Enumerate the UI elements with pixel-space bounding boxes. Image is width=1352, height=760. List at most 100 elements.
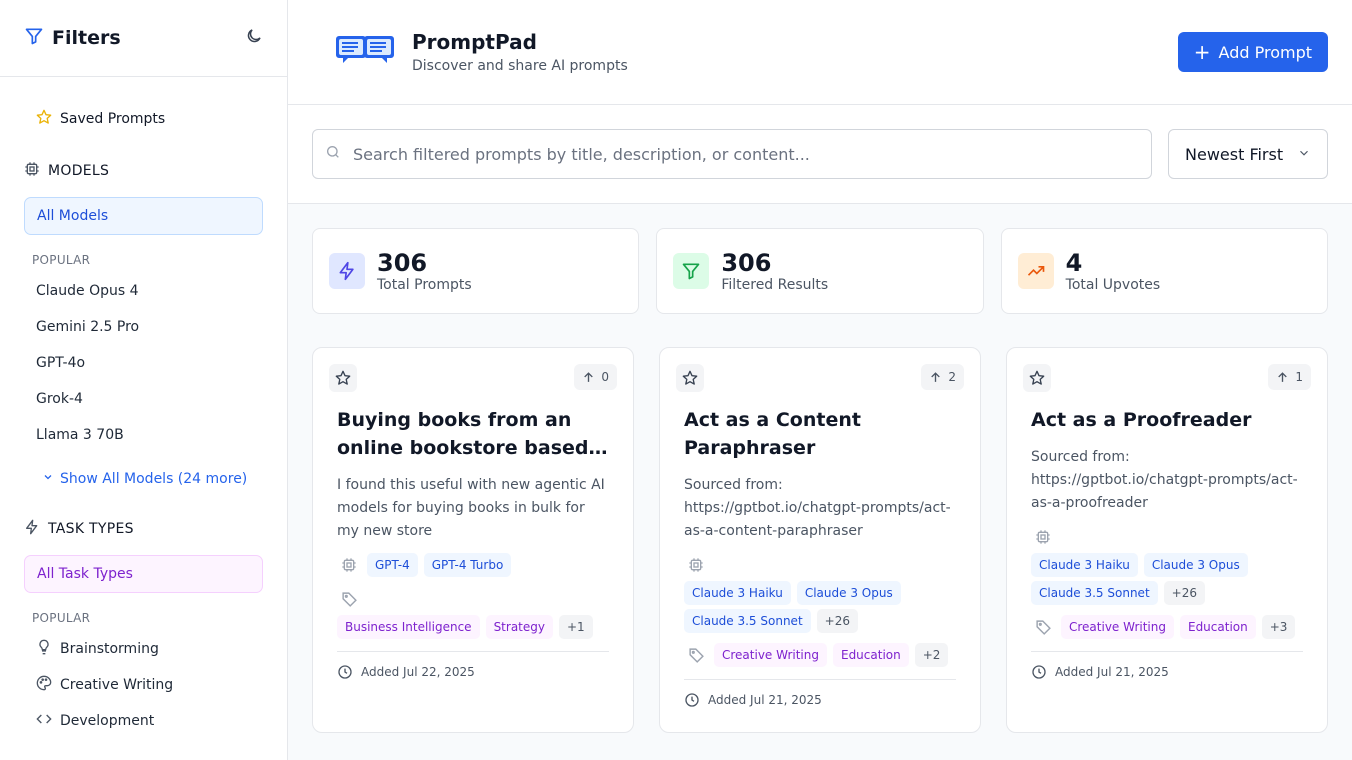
model-chip: Claude 3.5 Sonnet	[684, 609, 811, 633]
stat-value: 306	[721, 249, 772, 277]
upvote-button[interactable]: 0	[574, 364, 617, 390]
task-types-heading-label: TASK TYPES	[48, 521, 134, 537]
code-icon	[36, 711, 52, 731]
tag-chip: Creative Writing	[1061, 615, 1174, 639]
prompt-description: I found this useful with new agentic AI …	[337, 477, 605, 539]
search-field[interactable]	[312, 129, 1152, 179]
chat-bubbles-logo-icon	[336, 32, 394, 72]
model-chip: Claude 3 Haiku	[684, 581, 791, 605]
all-models-option[interactable]: All Models	[24, 197, 263, 235]
arrow-up-icon	[929, 371, 942, 384]
stat-total-upvotes: 4 Total Upvotes	[1000, 228, 1328, 314]
chevron-down-icon	[42, 471, 54, 487]
model-item[interactable]: Grok-4	[36, 391, 83, 407]
clock-icon	[684, 692, 700, 708]
models-heading-label: MODELS	[48, 163, 110, 179]
model-chip: Claude 3 Opus	[1143, 553, 1248, 577]
stat-label: Total Prompts	[377, 277, 472, 293]
upvote-count: 1	[1295, 370, 1303, 384]
app-header: PromptPad Discover and share AI prompts …	[288, 0, 1352, 105]
added-date: Added Jul 21, 2025	[1055, 664, 1169, 679]
tag-chip: Business Intelligence	[337, 615, 480, 639]
model-item[interactable]: Llama 3 70B	[36, 427, 124, 443]
prompt-title: Buying books from an online bookstore ba…	[337, 409, 589, 459]
save-star-icon[interactable]	[329, 364, 357, 392]
popular-tasks-label: POPULAR	[32, 611, 91, 625]
search-icon	[325, 144, 341, 164]
plus-icon: +	[1193, 40, 1211, 64]
add-prompt-button[interactable]: + Add Prompt	[1177, 32, 1328, 72]
stat-label: Filtered Results	[721, 277, 829, 293]
model-chip: GPT-4 Turbo	[423, 553, 512, 577]
stats-row: 306 Total Prompts 306 Filtered Results 4 To…	[288, 204, 1352, 314]
prompt-card[interactable]: 1 Act as a Proofreader Sourced from: htt…	[1006, 347, 1328, 733]
task-item-brainstorming[interactable]: Brainstorming	[24, 631, 263, 667]
upvote-count: 0	[601, 370, 609, 384]
tag-chips: Creative Writing Education +3	[1031, 615, 1303, 639]
upvote-count: 2	[948, 370, 956, 384]
tag-chips: Creative Writing Education +2	[684, 643, 956, 667]
task-item-development[interactable]: Development	[24, 703, 263, 739]
prompt-description: Sourced from: https://gptbot.io/chatgpt-…	[684, 477, 951, 539]
lightbulb-icon	[36, 639, 52, 659]
tag-icon	[1031, 615, 1055, 639]
search-input[interactable]	[353, 144, 1139, 164]
search-bar: Newest First	[288, 105, 1352, 204]
more-tags-chip: +1	[558, 615, 593, 639]
sort-select[interactable]: Newest First	[1168, 129, 1328, 179]
zap-icon	[24, 519, 40, 539]
stat-filtered-results: 306 Filtered Results	[656, 228, 984, 314]
prompt-title: Act as a Content Paraphraser	[684, 409, 861, 459]
cpu-icon	[337, 553, 361, 577]
task-label: Development	[60, 713, 155, 729]
model-chip: GPT-4	[367, 553, 418, 577]
model-item[interactable]: GPT-4o	[36, 355, 86, 371]
saved-prompts-button[interactable]: Saved Prompts	[24, 99, 263, 139]
models-heading: MODELS	[24, 159, 263, 183]
chevron-down-icon	[1297, 145, 1311, 164]
task-item-creative-writing[interactable]: Creative Writing	[24, 667, 263, 703]
saved-prompts-label: Saved Prompts	[60, 111, 166, 127]
cpu-icon	[24, 161, 40, 181]
model-item[interactable]: Claude Opus 4	[36, 283, 139, 299]
prompt-description: Sourced from: https://gptbot.io/chatgpt-…	[1031, 449, 1298, 511]
cpu-icon	[1031, 525, 1055, 549]
arrow-up-icon	[1276, 371, 1289, 384]
stat-value: 4	[1065, 249, 1083, 277]
tag-icon	[684, 643, 708, 667]
sidebar-title: Filters	[52, 27, 121, 49]
dark-mode-toggle-moon-icon[interactable]	[245, 27, 263, 49]
all-task-types-option[interactable]: All Task Types	[24, 555, 263, 593]
save-star-icon[interactable]	[1023, 364, 1051, 392]
show-all-models-button[interactable]: Show All Models (24 more)	[24, 461, 263, 497]
model-chips: Claude 3 Haiku Claude 3 Opus Claude 3.5 So…	[684, 553, 956, 633]
added-date: Added Jul 22, 2025	[361, 664, 475, 679]
model-item[interactable]: Gemini 2.5 Pro	[36, 319, 140, 335]
task-label: Brainstorming	[60, 641, 159, 657]
main-content: PromptPad Discover and share AI prompts …	[288, 0, 1352, 760]
tag-icon	[337, 587, 361, 611]
more-models-chip: +26	[1163, 581, 1205, 605]
palette-icon	[36, 675, 52, 695]
trending-up-icon	[1017, 253, 1054, 289]
card-footer: Added Jul 21, 2025	[1031, 651, 1303, 683]
tag-chip: Education	[1179, 615, 1256, 639]
tag-chips: Business Intelligence Strategy +1	[337, 587, 609, 639]
prompt-card[interactable]: 0 Buying books from an online bookstore …	[312, 347, 634, 733]
save-star-icon[interactable]	[676, 364, 704, 392]
clock-icon	[1031, 664, 1047, 680]
stat-label: Total Upvotes	[1065, 277, 1161, 293]
upvote-button[interactable]: 1	[1268, 364, 1311, 390]
filter-icon	[673, 253, 710, 289]
sort-selected-value: Newest First	[1185, 144, 1284, 164]
sidebar: Filters Saved Prompts MODELS All Models …	[0, 0, 288, 760]
prompt-title: Act as a Proofreader	[1031, 409, 1252, 431]
prompt-card[interactable]: 2 Act as a Content Paraphraser Sourced f…	[659, 347, 981, 733]
app-title: PromptPad	[412, 30, 537, 54]
prompt-card-grid: 0 Buying books from an online bookstore …	[288, 314, 1352, 733]
stat-value: 306	[377, 249, 428, 277]
card-footer: Added Jul 21, 2025	[684, 679, 956, 711]
upvote-button[interactable]: 2	[921, 364, 964, 390]
popular-models-label: POPULAR	[32, 253, 91, 267]
clock-icon	[337, 664, 353, 680]
